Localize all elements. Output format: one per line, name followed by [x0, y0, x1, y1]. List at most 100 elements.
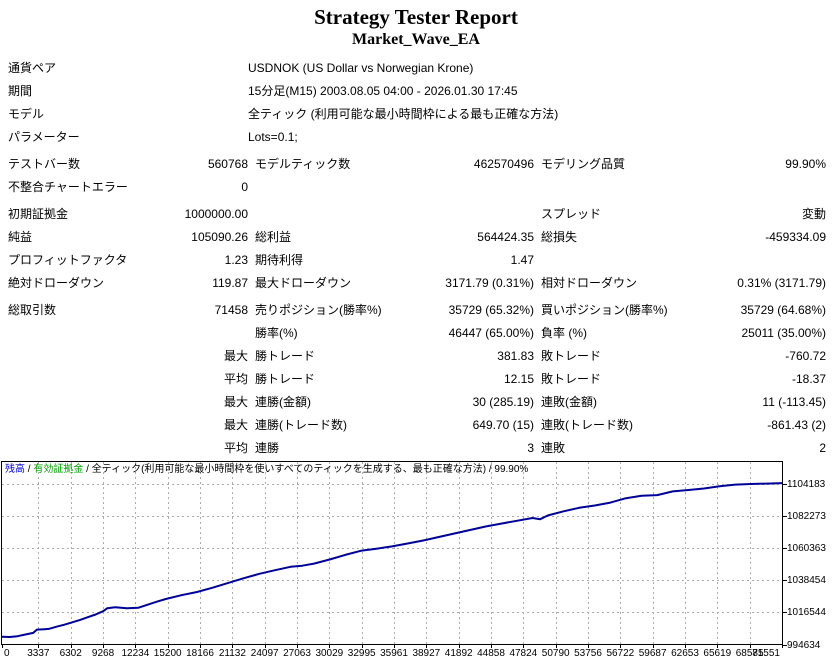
row-value [130, 322, 248, 345]
x-axis-label: 18166 [186, 648, 214, 659]
report-row: 純益 105090.26 総利益 564424.35 総損失 -459334.09 [0, 226, 832, 249]
row-value: 変動 [801, 207, 826, 221]
report-row: 平均 連勝 3 連敗 2 [0, 437, 832, 460]
row-label: 連敗 [541, 441, 566, 455]
report-row: 最大 勝トレード 381.83 敗トレード -760.72 [0, 345, 832, 368]
row-label: 絶対ドローダウン [8, 276, 105, 290]
x-axis-label: 6302 [59, 648, 82, 659]
x-axis-label: 9268 [91, 648, 115, 659]
plot-border [1, 461, 783, 645]
y-axis-label: 1060363 [787, 543, 826, 554]
legend-separator: / [25, 464, 34, 475]
x-axis-label: 15200 [153, 648, 182, 659]
row-value [394, 203, 534, 226]
row-value: 平均 [223, 441, 248, 455]
x-axis-label: 30029 [315, 648, 344, 659]
row-label: 初期証拠金 [8, 207, 69, 221]
report-row: パラメーター Lots=0.1; [0, 126, 832, 149]
y-axis-label: 1038454 [787, 575, 826, 586]
equity-chart: 残高 / 有効証拠金 / 全ティック(利用可能な最小時間枠を使いすべてのティック… [1, 461, 832, 664]
row-label [534, 249, 678, 272]
row-label: パラメーター [8, 130, 80, 144]
legend-item: 99.90% [494, 464, 529, 475]
row-label: 連敗(金額) [541, 395, 597, 409]
row-label: 最大ドローダウン [255, 276, 352, 290]
row-spacer [130, 103, 248, 126]
x-axis-label: 62653 [671, 648, 699, 659]
row-value: -760.72 [785, 349, 826, 363]
row-value: 1.47 [510, 253, 534, 267]
row-value: 99.90% [785, 157, 826, 171]
report-row: 通貨ペア USDNOK (US Dollar vs Norwegian Krone… [0, 57, 832, 80]
row-value: 46447 (65.00%) [448, 326, 534, 340]
row-value: 119.87 [212, 276, 248, 290]
row-value: 35729 (65.32%) [448, 303, 534, 317]
row-value: 0 [241, 180, 248, 194]
row-value: 最大 [223, 395, 248, 409]
row-label: 売りポジション(勝率%) [255, 303, 382, 317]
report-row: モデル 全ティック (利用可能な最小時間枠による最も正確な方法) [0, 103, 832, 126]
y-axis-label: 994634 [787, 640, 821, 651]
row-label: 買いポジション(勝率%) [541, 303, 668, 317]
row-label: 連敗(トレード数) [541, 418, 633, 432]
row-label: テストバー数 [8, 157, 81, 171]
x-axis-label: 53756 [574, 648, 602, 659]
equity-curve [1, 482, 783, 638]
row-value: 560768 [207, 157, 248, 171]
row-spacer [130, 57, 248, 80]
legend-separator: / [83, 464, 92, 475]
x-axis-label: 21132 [218, 648, 246, 659]
legend-item: 有効証拠金 [33, 464, 84, 475]
legend-separator: / [486, 464, 495, 475]
row-label: 相対ドローダウン [541, 276, 638, 290]
x-axis-label: 35961 [380, 648, 408, 659]
report-row: テストバー数 560768 モデルティック数 462570496 モデリング品質 99.9… [0, 153, 832, 176]
row-value: 71458 [214, 303, 248, 317]
row-label [0, 368, 130, 391]
report-row: 平均 勝トレード 12.15 敗トレード -18.37 [0, 368, 832, 391]
row-label: 総取引数 [8, 303, 57, 317]
row-value: 564424.35 [477, 230, 534, 244]
row-value: 30 (285.19) [472, 395, 534, 409]
x-axis-label: 59687 [638, 648, 667, 659]
x-axis-label: 50790 [541, 648, 570, 659]
row-value: Lots=0.1; [248, 130, 298, 144]
row-label: 不整合チャートエラー [8, 180, 128, 194]
row-value: USDNOK (US Dollar vs Norwegian Krone) [248, 61, 474, 75]
row-value [678, 176, 826, 199]
row-label: 勝トレード [255, 349, 316, 363]
report-row: 勝率(%) 46447 (65.00%) 負率 (%) 25011 (35.00%) [0, 322, 832, 345]
row-label: 連勝(トレード数) [255, 418, 347, 432]
row-value: 35729 (64.68%) [740, 303, 826, 317]
row-value: 381.83 [497, 349, 534, 363]
x-axis-label: 44858 [477, 648, 505, 659]
row-value: 649.70 (15) [472, 418, 534, 432]
row-label: 総損失 [541, 230, 578, 244]
x-axis-label: 47824 [509, 648, 538, 659]
row-value: 最大 [223, 418, 248, 432]
x-axis-label: 32995 [347, 648, 376, 659]
y-axis-label: 1082273 [787, 511, 826, 522]
report-row: 初期証拠金 1000000.00 スプレッド 変動 [0, 203, 832, 226]
report-title: Strategy Tester Report [314, 5, 518, 29]
row-value: 12.15 [503, 372, 534, 386]
report-row: 最大 連勝(金額) 30 (285.19) 連敗(金額) 11 (-113.45) [0, 391, 832, 414]
row-value: 全ティック (利用可能な最小時間枠による最も正確な方法) [248, 107, 559, 121]
row-value: 2 [819, 441, 826, 455]
row-label: プロフィットファクタ [8, 253, 128, 267]
row-value: 3171.79 (0.31%) [445, 276, 534, 290]
row-value: 1.23 [224, 253, 248, 267]
row-value: -459334.09 [765, 230, 826, 244]
row-label [0, 391, 130, 414]
row-label [0, 345, 130, 368]
row-label: 連勝(金額) [255, 395, 311, 409]
row-label: モデル [8, 107, 45, 121]
y-axis-label: 1016544 [787, 607, 826, 618]
x-axis-label: 38927 [412, 648, 441, 659]
y-axis-label: 1104183 [787, 479, 826, 490]
row-label: 期間 [8, 84, 33, 98]
x-axis-label: 3337 [27, 648, 50, 659]
report-row: 期間 15分足(M15) 2003.08.05 04:00 - 2026.01.3… [0, 80, 832, 103]
report-row: 総取引数 71458 売りポジション(勝率%) 35729 (65.32%) 買いポジシ… [0, 299, 832, 322]
row-label [0, 322, 130, 345]
